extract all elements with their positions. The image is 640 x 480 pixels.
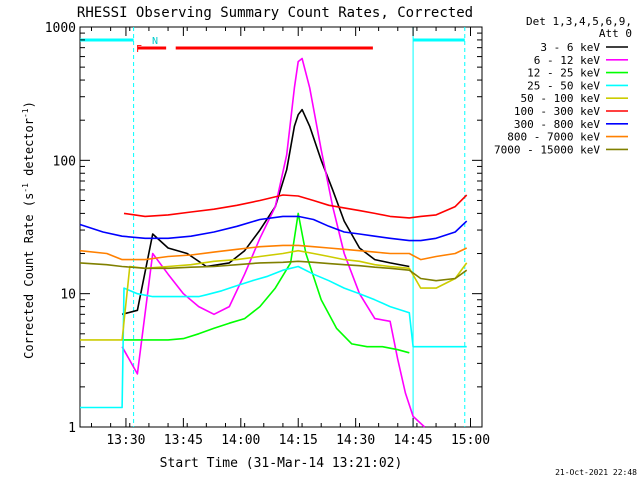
x-axis: 13:30 13:45 14:00 14:15 14:30 14:45 15:00 <box>90 27 490 448</box>
series-line-0 <box>121 108 410 316</box>
y-axis-label: Corrected Count Rate (s-1 detector-1) <box>21 101 36 359</box>
legend-label: 6 - 12 keV <box>534 54 601 67</box>
legend-label: 800 - 7000 keV <box>507 131 600 144</box>
detector-note-line2: Att 0 <box>599 27 632 40</box>
series-layer <box>79 57 468 428</box>
legend-label: 300 - 800 keV <box>514 118 600 131</box>
chart-title: RHESSI Observing Summary Count Rates, Co… <box>77 5 473 21</box>
x-tick-label: 15:00 <box>451 433 490 448</box>
x-tick-label: 14:15 <box>279 433 318 448</box>
series-line-4 <box>80 249 468 341</box>
y-tick-label: 10 <box>60 288 76 303</box>
x-tick-label: 13:45 <box>164 433 203 448</box>
observing-flag-bars <box>80 27 466 427</box>
flag-f-label: F <box>136 44 142 55</box>
series-line-1 <box>121 57 426 428</box>
series-line-8 <box>79 260 468 282</box>
y-tick-label: 1000 <box>45 21 76 36</box>
y-tick-label: 100 <box>53 154 76 169</box>
x-axis-label: Start Time (31-Mar-14 13:21:02) <box>160 456 403 471</box>
series-line-6 <box>79 215 468 242</box>
x-tick-label: 14:00 <box>221 433 260 448</box>
series-line-2 <box>122 212 410 354</box>
legend-label: 25 - 50 keV <box>527 79 600 92</box>
legend-label: 50 - 100 keV <box>521 92 601 105</box>
series-line-7 <box>79 244 468 261</box>
x-tick-label: 14:45 <box>394 433 433 448</box>
detector-note-line1: Det 1,3,4,5,6,9, <box>526 15 632 28</box>
legend-label: 12 - 25 keV <box>527 67 600 80</box>
footer-date: 21-Oct-2021 22:48 <box>555 468 637 477</box>
plot-frame <box>79 26 483 428</box>
y-axis: 1 10 100 1000 <box>45 21 482 436</box>
legend-label: 7000 - 15000 keV <box>494 143 600 156</box>
series-line-5 <box>123 194 468 219</box>
legend-label: 100 - 300 keV <box>514 105 600 118</box>
x-tick-label: 14:30 <box>336 433 375 448</box>
y-tick-label: 1 <box>68 421 76 436</box>
legend-label: 3 - 6 keV <box>540 41 600 54</box>
x-tick-label: 13:30 <box>106 433 145 448</box>
series-line-3 <box>80 265 467 409</box>
flag-n-label: N <box>152 36 158 47</box>
